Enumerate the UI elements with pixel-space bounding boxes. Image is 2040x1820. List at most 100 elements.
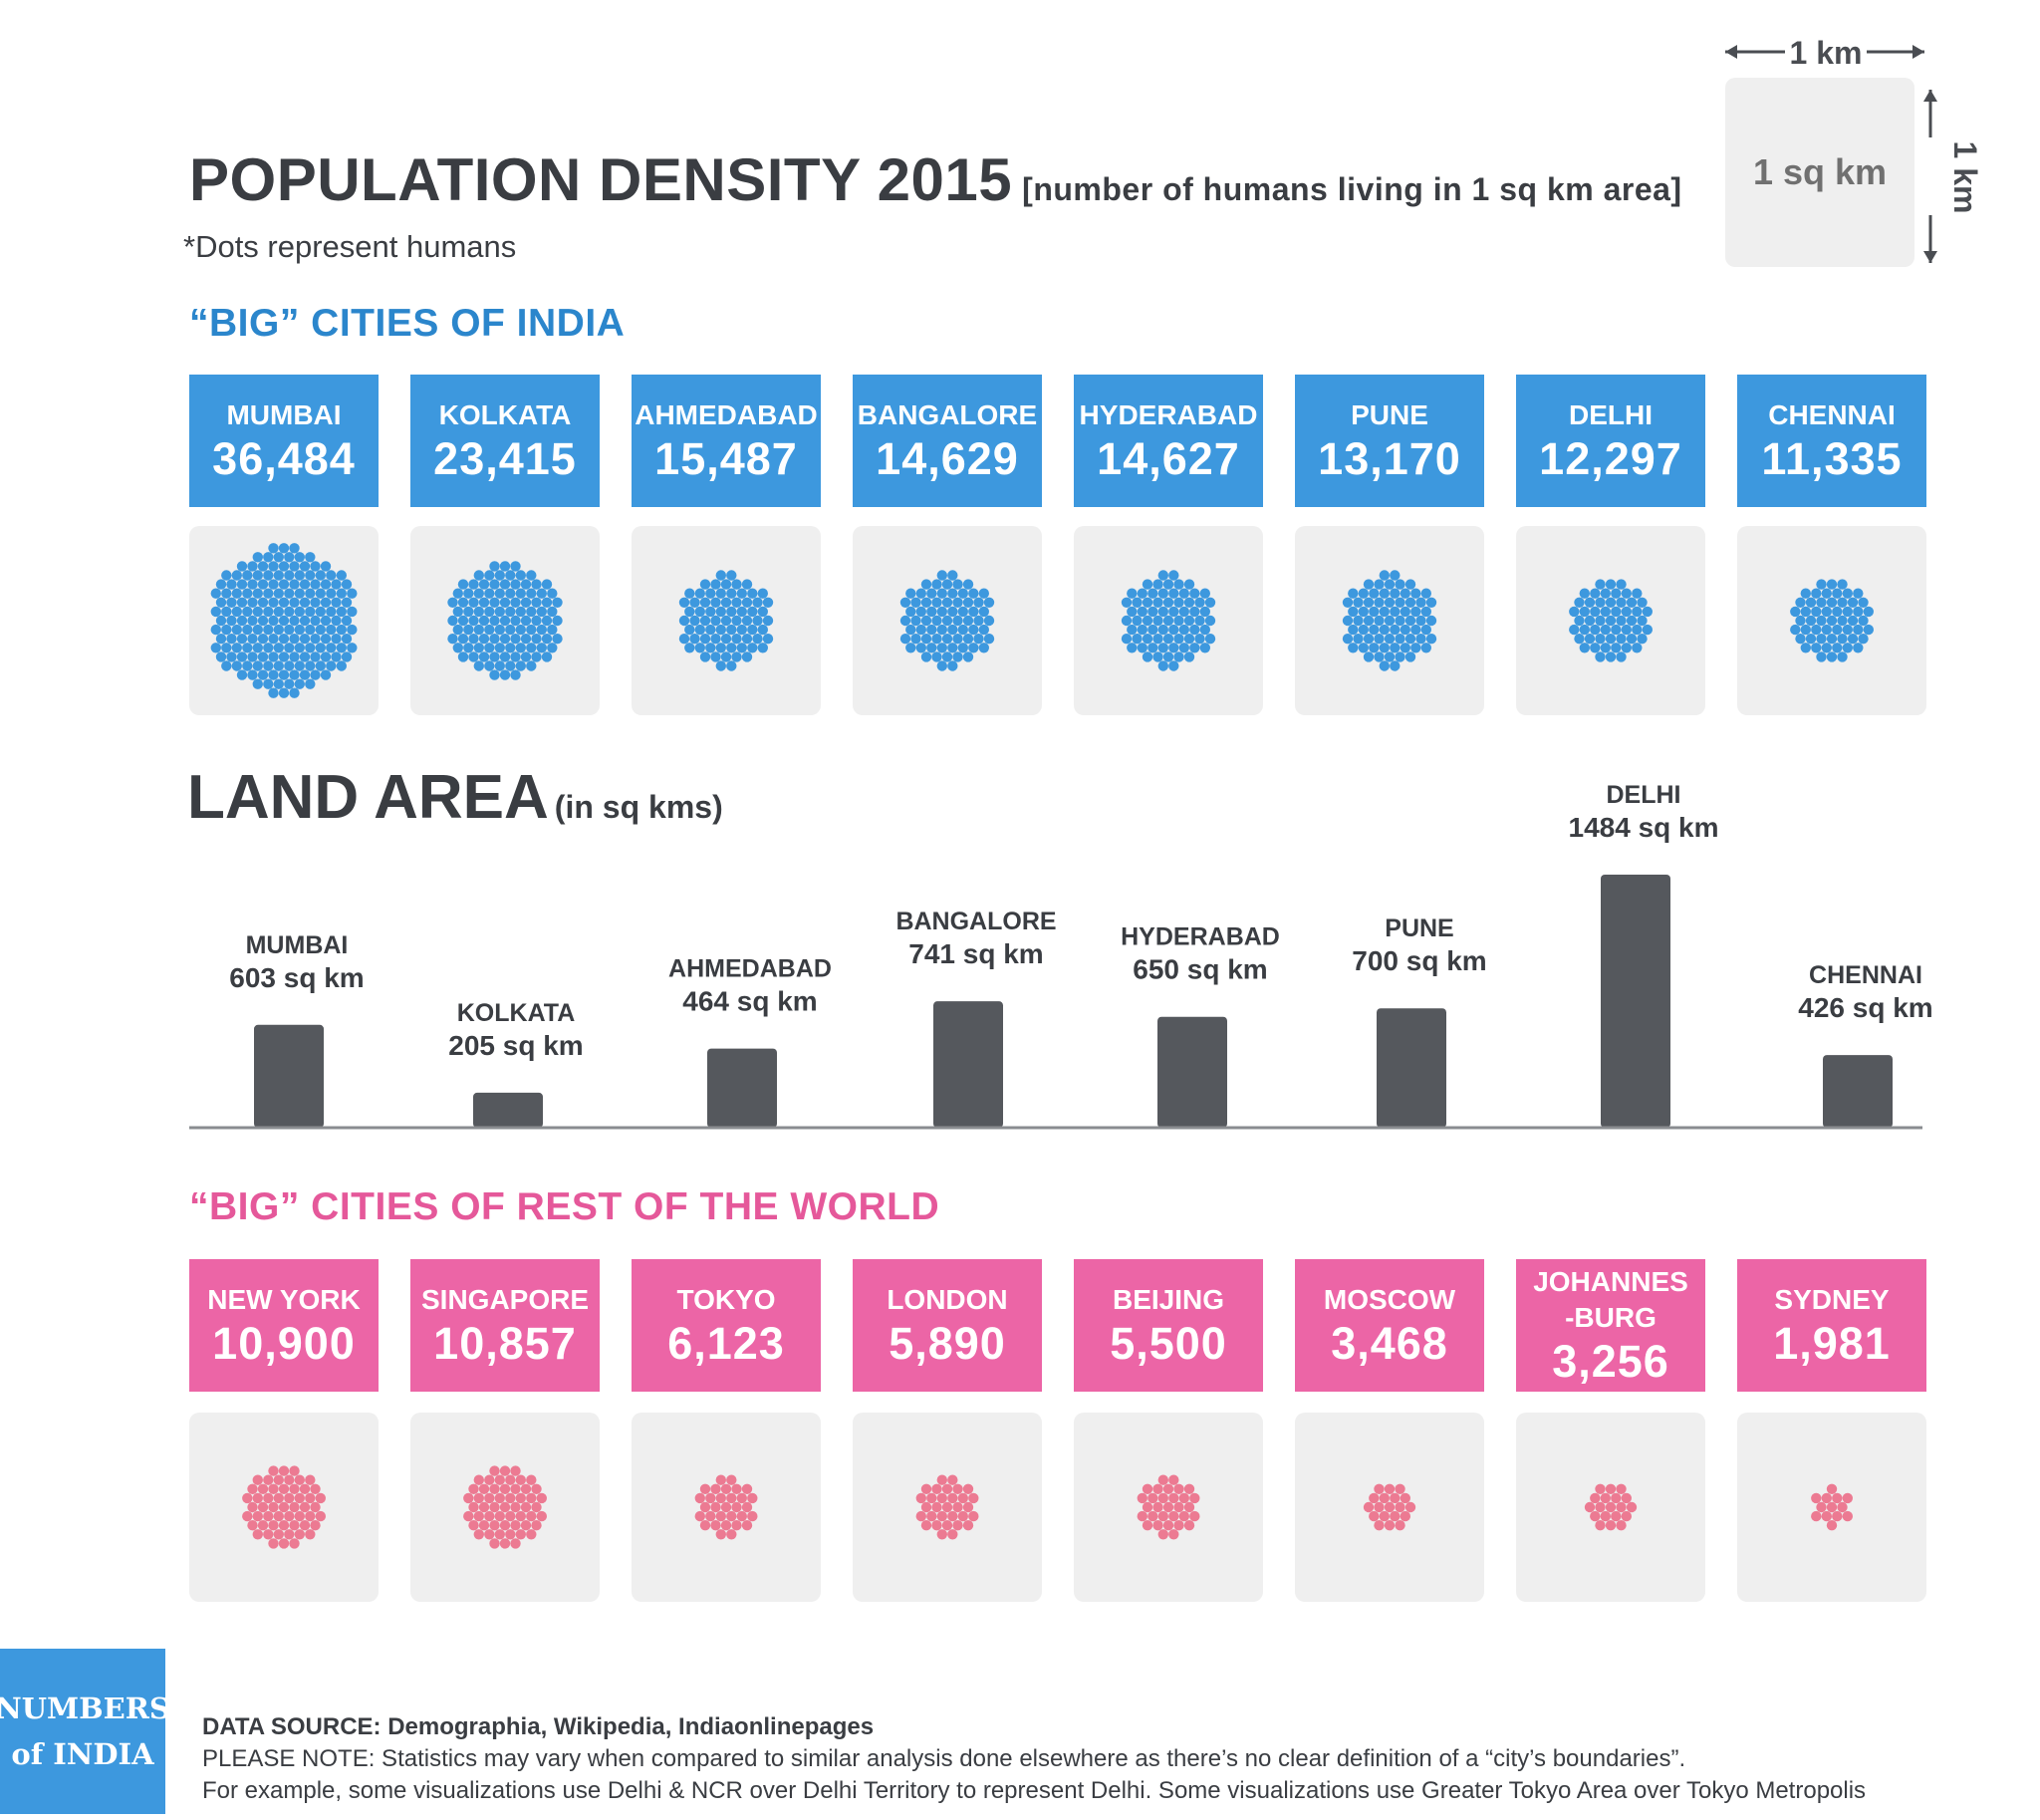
human-dot <box>484 588 495 599</box>
human-dot <box>1358 606 1369 618</box>
human-dot <box>484 643 495 653</box>
human-dot <box>1390 643 1401 653</box>
human-dot <box>284 1529 295 1540</box>
human-dot <box>1173 651 1184 662</box>
human-dot <box>736 606 747 618</box>
human-dot <box>489 1465 500 1476</box>
human-dot <box>1183 1520 1195 1531</box>
human-dot <box>1842 643 1853 653</box>
human-dot <box>689 615 700 627</box>
human-dot <box>1595 1483 1606 1494</box>
human-dot <box>515 570 526 581</box>
city-card-new-york: NEW YORK 10,900 <box>189 1259 379 1392</box>
human-dot <box>289 634 300 645</box>
human-dot <box>310 1501 321 1513</box>
human-dot <box>478 1501 490 1513</box>
human-dot <box>1173 615 1184 627</box>
human-dot <box>1194 615 1205 627</box>
human-dot <box>273 552 284 563</box>
human-dot <box>284 606 295 618</box>
human-dot <box>1162 1483 1174 1494</box>
human-dot <box>1369 606 1380 618</box>
human-dot <box>499 1520 511 1531</box>
human-dot <box>1574 634 1585 645</box>
human-dot <box>278 1501 290 1513</box>
city-card-chennai: CHENNAI 11,335 <box>1737 375 1926 507</box>
city-density-value: 3,468 <box>1331 1317 1448 1369</box>
human-dot <box>531 615 542 627</box>
city-card-sydney: SYDNEY 1,981 <box>1737 1259 1926 1392</box>
human-dot <box>1379 588 1390 599</box>
human-dot <box>305 1474 316 1485</box>
human-dot <box>1384 1501 1396 1513</box>
human-dot <box>1152 579 1163 590</box>
human-dot <box>531 1501 542 1513</box>
human-dot <box>1826 1520 1838 1531</box>
human-dot <box>699 597 711 608</box>
human-dot <box>299 597 311 608</box>
human-dot <box>1142 1501 1153 1513</box>
human-dot <box>1415 597 1426 608</box>
human-dot <box>1805 597 1817 608</box>
human-dot <box>1590 624 1601 636</box>
human-dot <box>468 579 479 590</box>
human-dot <box>463 643 474 653</box>
human-dot <box>252 1474 263 1485</box>
human-dot <box>1800 588 1811 599</box>
human-dot <box>1616 1501 1627 1513</box>
human-dot <box>1168 1474 1179 1485</box>
human-dot <box>1374 634 1385 645</box>
human-dot <box>957 624 968 636</box>
human-dot <box>699 1520 711 1531</box>
human-dot <box>1157 1510 1168 1522</box>
human-dot <box>1858 634 1869 645</box>
human-dot <box>315 624 326 636</box>
human-dot <box>741 1520 753 1531</box>
human-dot <box>1162 651 1174 662</box>
human-dot <box>1569 624 1580 636</box>
human-dot <box>278 1465 290 1476</box>
human-dot <box>1626 1501 1638 1513</box>
human-dot <box>1616 1520 1627 1531</box>
human-dot <box>699 1483 711 1494</box>
human-dot <box>236 634 248 645</box>
city-card-pune: PUNE 13,170 <box>1295 375 1484 507</box>
city-name: SYDNEY <box>1774 1283 1890 1315</box>
human-dot <box>1600 624 1611 636</box>
human-dot <box>741 634 753 645</box>
human-dot <box>484 660 495 671</box>
human-dot <box>1595 597 1606 608</box>
human-dot <box>1194 634 1205 645</box>
human-dot <box>910 634 921 645</box>
human-dot <box>1826 651 1838 662</box>
human-dot <box>962 651 974 662</box>
human-dot <box>1400 588 1410 599</box>
human-dot <box>347 588 358 599</box>
bar-value-label: 700 sq km <box>1352 945 1486 976</box>
city-name: BANGALORE <box>857 398 1038 430</box>
human-dot <box>726 588 737 599</box>
human-dot <box>1863 606 1874 618</box>
city-card-ahmedabad: AHMEDABAD 15,487 <box>632 375 821 507</box>
human-dot <box>315 643 326 653</box>
human-dot <box>905 624 916 636</box>
human-dot <box>1832 606 1843 618</box>
human-dot <box>726 624 737 636</box>
human-dot <box>484 570 495 581</box>
human-dot <box>320 634 332 645</box>
human-dot <box>294 1510 305 1522</box>
human-dot <box>1420 588 1431 599</box>
human-dot <box>263 624 274 636</box>
human-dot <box>299 561 311 572</box>
city-name: TOKYO <box>676 1283 776 1315</box>
human-dot <box>1395 634 1405 645</box>
human-dot <box>210 588 221 599</box>
human-dot <box>1162 634 1174 645</box>
human-dot <box>1832 1510 1843 1522</box>
human-dot <box>1400 624 1410 636</box>
human-dot <box>268 1520 279 1531</box>
human-dot <box>541 651 553 662</box>
human-dot <box>341 651 353 662</box>
bar-ahmedabad <box>707 1048 777 1128</box>
density-dots-moscow <box>1295 1413 1484 1602</box>
